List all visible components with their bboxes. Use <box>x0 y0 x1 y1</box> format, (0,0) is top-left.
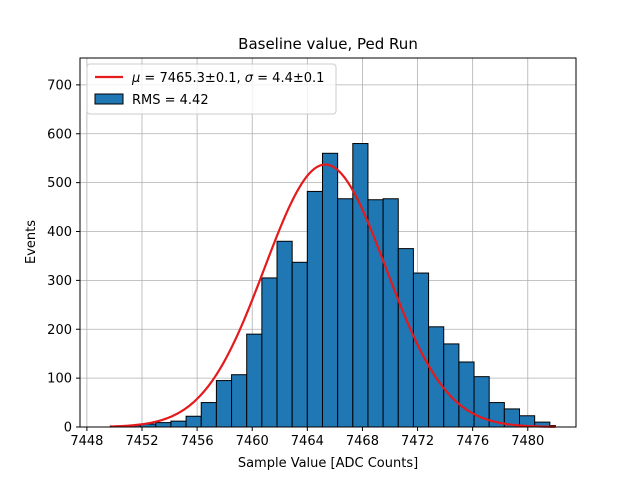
legend-hist-label: RMS = 4.42 <box>132 93 209 108</box>
histogram-bar <box>443 343 460 428</box>
x-axis-title: Sample Value [ADC Counts] <box>238 456 418 471</box>
x-tick-label: 7452 <box>125 434 158 449</box>
gaussian-fit-line <box>110 163 556 428</box>
y-tick-label: 600 <box>47 127 72 142</box>
y-axis-ticks: 0 100 200 300 400 500 600 700 <box>47 78 80 436</box>
histogram-bar <box>397 248 414 428</box>
histogram-bar <box>337 198 354 428</box>
x-tick-label: 7468 <box>346 434 379 449</box>
histogram-bar <box>246 333 263 428</box>
histogram-bars <box>109 143 556 428</box>
y-tick-label: 0 <box>64 421 72 436</box>
histogram-bar <box>261 277 278 428</box>
histogram-bar <box>231 374 248 428</box>
y-tick-label: 100 <box>47 372 72 387</box>
y-tick-label: 200 <box>47 323 72 338</box>
legend-frame <box>86 63 337 115</box>
x-axis-ticks: 7448 7452 7456 7460 7464 7468 7472 7476 7480 <box>70 427 544 449</box>
x-tick-label: 7460 <box>236 434 269 449</box>
histogram-bar <box>276 240 293 428</box>
histogram-bar <box>170 420 187 428</box>
y-axis-title: Events <box>24 220 39 264</box>
x-tick-label: 7476 <box>456 434 489 449</box>
legend-fit-label: μ = 7465.3±0.1, σ = 4.4±0.1 <box>131 71 324 86</box>
y-tick-label: 500 <box>47 176 72 191</box>
x-tick-label: 7448 <box>70 434 103 449</box>
x-tick-label: 7472 <box>401 434 434 449</box>
histogram-bar <box>306 190 323 428</box>
legend-hist-swatch <box>94 93 124 105</box>
histogram-bar <box>458 361 475 428</box>
y-tick-label: 700 <box>47 78 72 93</box>
histogram-bar <box>321 152 339 428</box>
histogram-bar <box>367 199 384 428</box>
y-tick-label: 300 <box>47 274 72 289</box>
histogram-bar <box>382 198 399 428</box>
gaussian-fit <box>110 163 556 428</box>
histogram-bar <box>185 415 202 428</box>
legend-sigma-symbol: σ <box>245 71 254 86</box>
x-tick-label: 7480 <box>511 434 544 449</box>
y-tick-label: 400 <box>47 225 72 240</box>
legend-mu-value: = 7465.3±0.1, <box>140 71 244 86</box>
chart-title: Baseline value, Ped Run <box>238 35 418 53</box>
x-tick-label: 7456 <box>181 434 214 449</box>
plot-frame <box>79 57 577 428</box>
legend-sigma-value: = 4.4±0.1 <box>253 71 324 86</box>
histogram-bar <box>200 402 217 428</box>
histogram-bar <box>215 380 233 428</box>
legend: μ = 7465.3±0.1, σ = 4.4±0.1 RMS = 4.42 <box>86 63 337 115</box>
legend-mu-symbol: μ <box>131 71 140 86</box>
histogram-bar <box>155 422 172 428</box>
histogram-bar <box>291 261 308 428</box>
histogram-bar <box>352 143 369 428</box>
x-tick-label: 7464 <box>291 434 324 449</box>
